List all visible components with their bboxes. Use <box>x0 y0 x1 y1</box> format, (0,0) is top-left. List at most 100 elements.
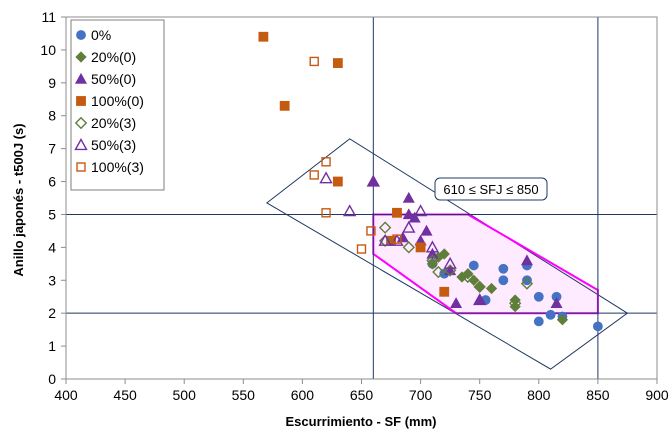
data-point <box>321 157 331 167</box>
x-tick-label: 500 <box>173 387 197 403</box>
data-point <box>402 191 415 203</box>
annotation-text: 610 ≤ SFJ ≤ 850 <box>443 182 538 197</box>
data-point <box>533 316 544 327</box>
legend-marker <box>76 162 86 172</box>
data-point <box>439 286 450 297</box>
y-tick-label: 4 <box>48 239 56 255</box>
data-point <box>378 234 392 247</box>
data-point <box>321 208 331 218</box>
data-point <box>461 270 475 284</box>
data-point <box>366 226 376 236</box>
legend-label: 100%(3) <box>91 159 144 175</box>
y-tick-label: 3 <box>48 272 56 288</box>
data-point <box>556 314 569 326</box>
data-point <box>443 256 457 269</box>
legend-label: 0% <box>91 27 111 43</box>
data-point <box>450 297 463 309</box>
x-tick-label: 800 <box>527 387 551 403</box>
data-point <box>533 291 544 302</box>
y-tick-label: 10 <box>40 42 56 58</box>
y-tick-label: 0 <box>48 371 56 387</box>
data-point <box>309 56 319 67</box>
x-tick-label: 650 <box>350 387 374 403</box>
data-point <box>473 293 487 306</box>
reference-lines <box>66 17 657 379</box>
x-axis-title: Escurrimiento - SF (mm) <box>286 414 437 429</box>
legend: 0% 20%(0) 50%(0) 100%(0) 20%(3) 50%(3) 100%(3) <box>70 19 165 191</box>
legend-label: 20%(0) <box>91 49 136 65</box>
legend-marker <box>76 96 86 106</box>
data-point <box>426 254 439 267</box>
y-axis-title: Anillo japonés - t500J (s) <box>11 123 26 276</box>
data-point <box>332 58 343 68</box>
data-point <box>508 297 522 310</box>
data-point <box>550 297 563 309</box>
x-tick-label: 450 <box>113 387 137 403</box>
legend-label: 20%(3) <box>91 115 136 131</box>
x-tick-label: 550 <box>232 387 256 403</box>
legend-frame <box>70 19 165 191</box>
x-tick-label: 400 <box>54 387 78 403</box>
data-point <box>522 275 532 286</box>
data-point <box>396 231 409 243</box>
data-point <box>485 282 498 295</box>
x-tick-label: 750 <box>468 387 492 403</box>
y-tick-label: 5 <box>48 206 56 222</box>
data-point <box>593 321 603 332</box>
data-point <box>468 260 479 271</box>
legend-marker <box>76 30 86 40</box>
x-tick-label: 850 <box>586 387 610 403</box>
data-points <box>258 31 603 332</box>
y-tick-label: 8 <box>48 108 56 124</box>
legend-label: 100%(0) <box>91 93 144 109</box>
data-point <box>426 247 439 259</box>
data-point <box>392 234 402 244</box>
data-point <box>309 170 319 180</box>
data-point <box>520 277 534 290</box>
y-tick-label: 2 <box>48 305 56 321</box>
data-point <box>415 242 426 253</box>
x-tick-label: 700 <box>409 387 433 403</box>
legend-marker <box>74 138 88 151</box>
data-point <box>402 220 416 233</box>
data-point <box>356 244 367 254</box>
legend-label: 50%(3) <box>91 137 136 153</box>
data-point <box>420 224 433 236</box>
data-point <box>332 176 343 187</box>
legend-label: 50%(0) <box>91 71 136 87</box>
data-point <box>342 204 357 217</box>
data-point <box>415 242 426 253</box>
data-point <box>366 174 381 187</box>
data-point <box>468 274 480 286</box>
y-tick-label: 7 <box>48 141 56 157</box>
data-point <box>402 208 415 220</box>
chart-axes: 400 450 500 550 600 650 700 750 800 850 900 0 1 2 3 4 5 6… <box>40 9 668 403</box>
data-point <box>432 265 445 279</box>
data-point <box>425 240 440 253</box>
data-point <box>402 241 415 254</box>
data-point <box>498 263 509 274</box>
data-point <box>545 309 556 320</box>
y-tick-label: 11 <box>41 9 56 25</box>
x-tick-label: 900 <box>645 387 669 403</box>
data-point <box>498 275 509 286</box>
data-point <box>473 280 486 294</box>
data-point <box>390 233 404 246</box>
legend-marker <box>74 72 88 84</box>
data-point <box>520 254 533 266</box>
data-point <box>378 221 392 234</box>
annotation-box: 610 ≤ SFJ ≤ 850 <box>434 177 548 201</box>
y-tick-label: 6 <box>48 174 56 190</box>
legend-marker <box>75 51 87 63</box>
annotation-frame <box>434 177 548 201</box>
data-point <box>392 207 402 218</box>
data-point <box>413 204 428 217</box>
y-tick-label: 9 <box>48 75 56 91</box>
data-point <box>378 233 392 246</box>
data-point <box>367 175 380 187</box>
x-tick-label: 600 <box>291 387 315 403</box>
data-point <box>279 100 290 111</box>
data-point <box>258 31 269 42</box>
data-point <box>319 171 333 184</box>
